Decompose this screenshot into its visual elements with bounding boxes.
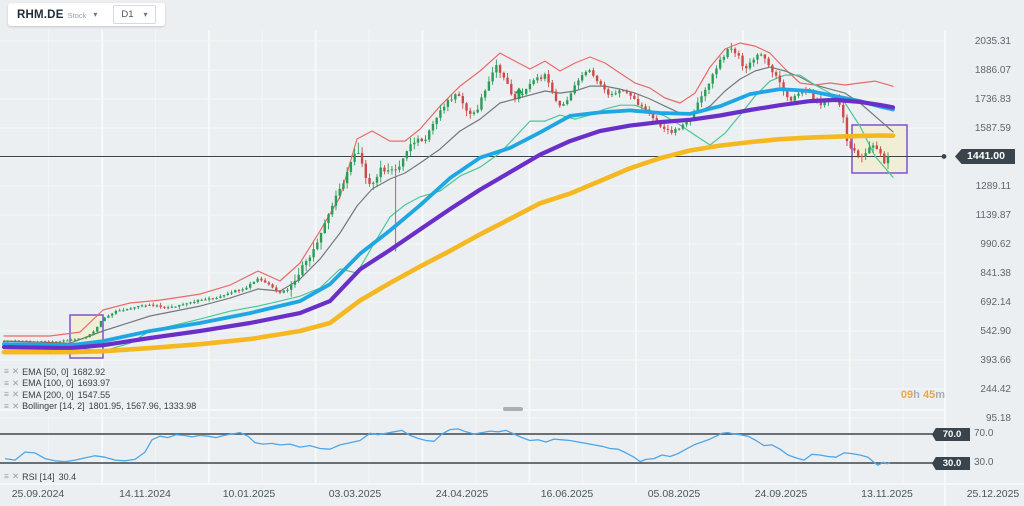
rsi-line (4, 428, 891, 466)
chart-toolbar: RHM.DE Stock ▾ D1 ▾ (8, 3, 165, 26)
indicator-value: 1547.55 (77, 389, 111, 400)
price-axis-label: 1289.11 (975, 180, 1011, 192)
price-line-end-dot (941, 154, 947, 159)
indicator-settings-icon[interactable]: ≡ (4, 389, 9, 400)
price-axis-label: 841.38 (980, 267, 1011, 279)
price-axis-label: 1139.87 (975, 209, 1011, 221)
price-axis-label: 692.14 (980, 296, 1011, 308)
ema50-line (2, 87, 895, 348)
candlestick-series (2, 42, 890, 344)
rsi-overbought-badge: 70.0 (932, 428, 970, 441)
countdown-hours: 09 (900, 389, 914, 401)
indicator-label: EMA [200, 0] (22, 389, 74, 400)
price-axis-label: 393.66 (980, 354, 1011, 366)
indicator-value: 30.4 (58, 471, 77, 482)
price-axis-label: 1587.59 (974, 122, 1011, 134)
time-axis-label: 14.11.2024 (119, 488, 171, 500)
candle-countdown-timer: 09h 45m (901, 389, 945, 401)
indicator-row: ≡ ✕ EMA [200, 0] 1547.55 (4, 389, 196, 401)
price-axis-label: 244.42 (980, 383, 1011, 395)
time-axis-label: 03.03.2025 (328, 488, 382, 500)
time-axis-label: 13.11.2025 (861, 488, 913, 500)
indicator-settings-icon[interactable]: ≡ (4, 400, 9, 411)
indicator-remove-icon[interactable]: ✕ (11, 377, 20, 388)
indicator-label: EMA [50, 0] (22, 366, 69, 377)
price-axis-label: 1886.07 (974, 64, 1011, 76)
instrument-type-label: Stock (67, 11, 87, 20)
price-axis-label: 542.90 (980, 325, 1011, 337)
ema200-line (1, 133, 896, 355)
indicator-settings-icon[interactable]: ≡ (4, 471, 9, 482)
timeframe-selector[interactable]: D1 ▾ (113, 5, 156, 24)
time-axis-label: 16.06.2025 (540, 488, 594, 500)
time-axis-label: 24.09.2025 (754, 488, 808, 500)
up-arrow-marker (515, 87, 523, 100)
countdown-minutes-unit: m (935, 389, 945, 401)
indicator-settings-icon[interactable]: ≡ (4, 377, 9, 388)
bollinger-lower-line (3, 74, 894, 352)
indicator-value: 1682.92 (72, 366, 106, 377)
time-axis-label: 10.01.2025 (222, 488, 276, 500)
symbol-label: RHM.DE (17, 8, 64, 21)
indicator-remove-icon[interactable]: ✕ (11, 471, 20, 482)
price-axis-label: 2035.31 (974, 35, 1011, 47)
indicator-label: RSI [14] (22, 471, 55, 482)
chevron-down-icon: ▾ (143, 10, 148, 19)
rsi-overbought-label: 70.0 (974, 428, 994, 439)
indicator-settings-icon[interactable]: ≡ (4, 366, 9, 377)
bollinger-upper-line (3, 42, 894, 337)
rsi-oversold-badge: 30.0 (932, 457, 970, 470)
pane-resize-handle[interactable] (503, 407, 523, 411)
time-axis-label: 05.08.2025 (647, 488, 701, 500)
rsi-oversold-label: 30.0 (974, 457, 994, 468)
price-axis-label: 1736.83 (974, 93, 1011, 105)
indicator-remove-icon[interactable]: ✕ (11, 389, 20, 400)
time-axis-label: 24.04.2025 (435, 488, 489, 500)
countdown-minutes: 45 (922, 389, 936, 401)
price-axis-label: 95.18 (985, 412, 1011, 424)
indicator-label: Bollinger [14, 2] (22, 401, 85, 412)
ema100-line (1, 97, 896, 351)
time-axis-label: 25.12.2025 (966, 488, 1020, 500)
indicator-remove-icon[interactable]: ✕ (11, 400, 20, 411)
indicator-row: ≡ ✕ EMA [50, 0] 1682.92 (4, 366, 196, 378)
indicator-remove-icon[interactable]: ✕ (11, 366, 20, 377)
rsi-legend: ≡ ✕ RSI [14] 30.4 (4, 471, 76, 483)
indicator-value: 1693.97 (77, 378, 111, 389)
price-axis-label: 990.62 (980, 238, 1011, 250)
symbol-selector[interactable]: RHM.DE Stock ▾ (17, 9, 97, 21)
chevron-down-icon: ▾ (93, 10, 98, 19)
indicator-label: EMA [100, 0] (22, 378, 74, 389)
current-price-badge: 1441.00 (955, 149, 1015, 164)
indicator-legend: ≡ ✕ EMA [50, 0] 1682.92 ≡ ✕ EMA [100, 0] 1693.9… (4, 366, 196, 412)
indicator-row: ≡ ✕ RSI [14] 30.4 (4, 471, 76, 483)
indicator-value: 1801.95, 1567.96, 1333.98 (88, 401, 197, 412)
time-axis-label: 25.09.2024 (11, 488, 65, 500)
indicator-row: ≡ ✕ EMA [100, 0] 1693.97 (4, 378, 196, 390)
countdown-hours-unit: h (913, 389, 920, 401)
indicator-row: ≡ ✕ Bollinger [14, 2] 1801.95, 1567.96, 133… (4, 401, 196, 413)
timeframe-label: D1 (121, 9, 134, 20)
